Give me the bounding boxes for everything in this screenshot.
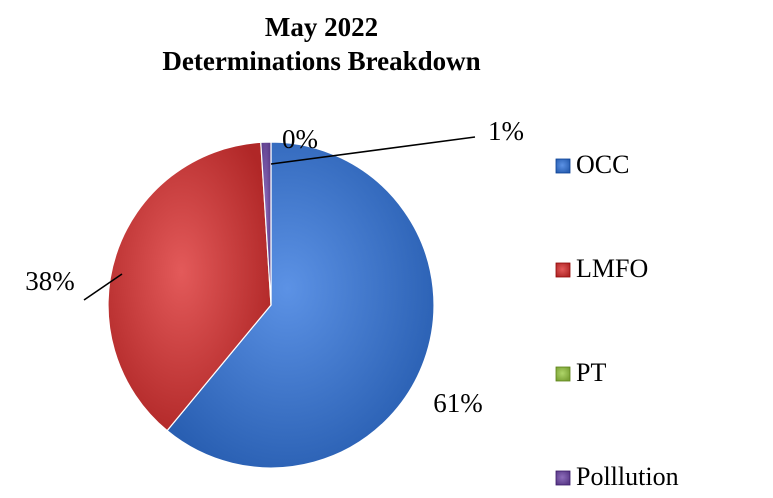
legend-label-polllution: Polllution	[576, 462, 679, 491]
leader-lines	[83, 136, 476, 301]
legend: OCC LMFO PT Polllution	[555, 150, 679, 491]
leader-line-polllution	[270, 136, 476, 165]
legend-swatch-polllution	[555, 470, 571, 486]
leader-line-lmfo	[83, 273, 123, 301]
legend-swatch-pt	[555, 366, 571, 382]
data-label-polllution: 1%	[488, 116, 524, 146]
legend-label-pt: PT	[576, 358, 606, 387]
chart-title-line1: May 2022	[264, 12, 379, 42]
pie-slices	[107, 141, 435, 469]
chart-subtitle: Determinations Breakdown	[162, 46, 481, 76]
legend-item-pt: PT	[555, 358, 606, 387]
chart-title: May 2022 Determinations Breakdown	[0, 10, 773, 78]
legend-swatch-lmfo	[555, 262, 571, 278]
data-label-occ: 61%	[433, 388, 483, 418]
slice-lmfo	[107, 141, 272, 432]
legend-label-lmfo: LMFO	[576, 254, 648, 283]
slice-polllution	[260, 141, 272, 306]
legend-item-occ: OCC	[555, 150, 629, 179]
data-label-pt: 0%	[282, 124, 318, 154]
legend-item-lmfo: LMFO	[555, 254, 648, 283]
slice-occ	[166, 141, 435, 469]
legend-swatch-occ	[555, 158, 571, 174]
legend-label-occ: OCC	[576, 150, 629, 179]
data-labels: 61% 38% 0% 1%	[25, 116, 524, 418]
legend-item-polllution: Polllution	[555, 462, 679, 491]
data-label-lmfo: 38%	[25, 266, 75, 296]
